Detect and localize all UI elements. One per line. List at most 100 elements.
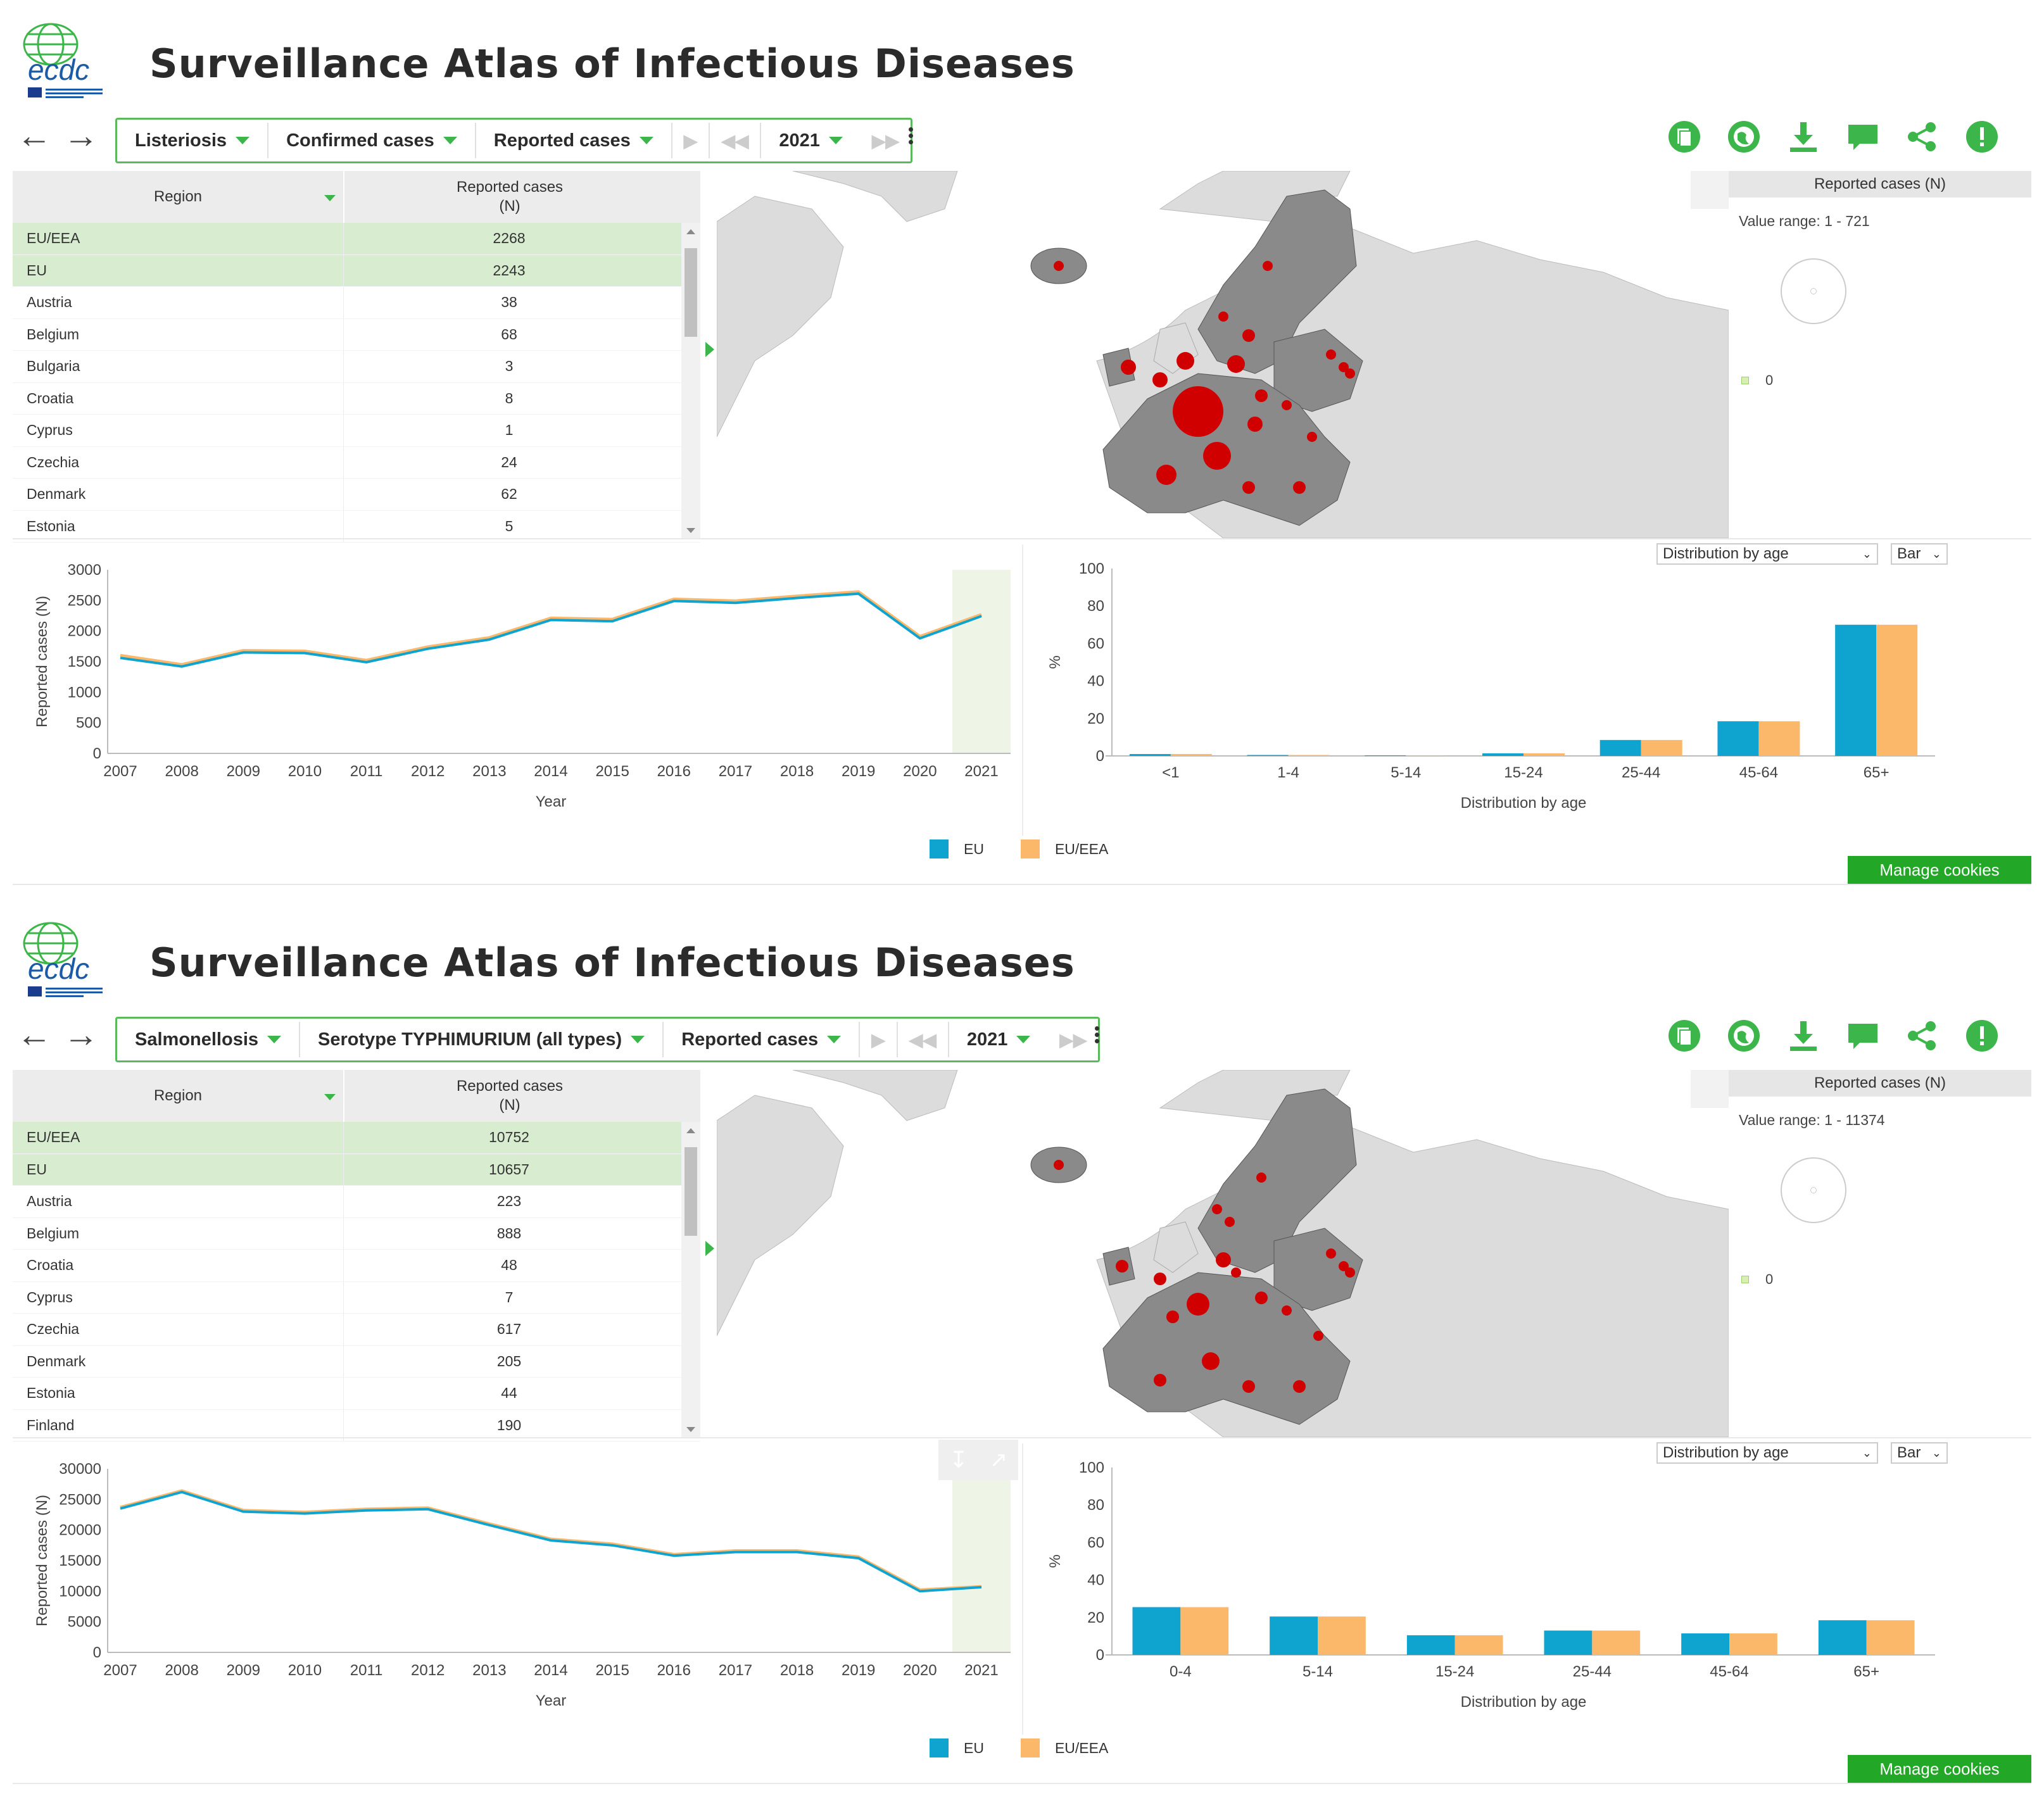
expand-icon[interactable]: ↗ [989, 1448, 1008, 1472]
case-bubble[interactable] [1242, 481, 1255, 494]
expand-right-icon[interactable] [705, 1241, 714, 1256]
share-icon[interactable] [1905, 119, 1940, 154]
case-bubble[interactable] [1326, 1248, 1336, 1259]
value-column-header[interactable]: Reported cases (N) [343, 1070, 675, 1122]
sort-caret-icon[interactable] [324, 1094, 336, 1100]
eueea-bar[interactable] [1170, 754, 1212, 756]
eueea-series-line[interactable] [120, 590, 982, 667]
region-column-header[interactable]: Region [13, 1070, 343, 1122]
case-bubble[interactable] [1263, 261, 1273, 271]
map-canvas[interactable] [717, 171, 1729, 538]
case-bubble[interactable] [1231, 1267, 1241, 1278]
indicator-dropdown[interactable]: Confirmed cases [268, 123, 476, 158]
eueea-legend-label[interactable]: EU/EEA [1054, 840, 1109, 857]
scroll-up-icon[interactable] [686, 229, 695, 234]
eu-series-line[interactable] [120, 592, 982, 668]
eueea-bar[interactable] [1406, 755, 1448, 757]
case-bubble[interactable] [1156, 465, 1177, 485]
case-bubble[interactable] [1173, 386, 1223, 437]
eueea-bar[interactable] [1729, 1633, 1777, 1655]
case-bubble[interactable] [1242, 329, 1255, 342]
case-bubble[interactable] [1121, 360, 1136, 375]
case-bubble[interactable] [1282, 400, 1292, 410]
eu-bar[interactable] [1406, 1635, 1455, 1655]
eu-bar[interactable] [1129, 754, 1171, 756]
age-bar-chart[interactable]: 0 20 40 60 80 100% 0-4 5-14 15-24 25-44 45-64 65+ Di… [1036, 1443, 2031, 1735]
ecdc-logo[interactable]: ecdc [15, 914, 117, 1003]
play-icon[interactable]: ▶ [860, 1022, 898, 1057]
distribution-select[interactable]: Distribution by age ⌄ [1656, 1442, 1878, 1464]
forward-arrow-icon[interactable]: → [63, 115, 99, 155]
table-scrollbar[interactable] [681, 223, 700, 538]
chart-type-select[interactable]: Bar ⌄ [1891, 543, 1948, 565]
eu-bar[interactable] [1132, 1607, 1181, 1655]
age-bar-chart[interactable]: 0 20 40 60 80 100% <1 1-4 5-14 15-24 25-44 45-64 65+… [1036, 544, 2031, 836]
table-row[interactable]: Cyprus 7 [13, 1281, 700, 1314]
eu-bar[interactable] [1681, 1633, 1729, 1655]
europe-map[interactable] [717, 171, 1729, 538]
eu-swatch[interactable] [930, 1738, 949, 1757]
case-bubble[interactable] [1154, 1374, 1166, 1386]
table-row[interactable]: Denmark 205 [13, 1345, 700, 1378]
rewind-icon[interactable]: ◀◀ [898, 1022, 949, 1057]
table-row[interactable]: EU/EEA 10752 [13, 1122, 700, 1154]
case-bubble[interactable] [1152, 372, 1168, 387]
case-bubble[interactable] [1054, 1160, 1064, 1170]
case-bubble[interactable] [1255, 389, 1268, 402]
manage-cookies-button[interactable]: Manage cookies [1848, 856, 2031, 884]
case-bubble[interactable] [1345, 368, 1355, 379]
back-arrow-icon[interactable]: ← [16, 115, 52, 155]
year-dropdown[interactable]: 2021 [761, 123, 861, 158]
eueea-bar[interactable] [1641, 739, 1682, 756]
more-options-icon[interactable] [907, 125, 914, 151]
case-bubble[interactable] [1116, 1260, 1128, 1273]
case-bubble[interactable] [1339, 362, 1349, 372]
table-row[interactable]: EU/EEA 2268 [13, 223, 700, 255]
eueea-bar[interactable] [1524, 753, 1565, 756]
table-row[interactable]: Czechia 24 [13, 446, 700, 479]
comment-icon[interactable] [1845, 119, 1881, 154]
table-row[interactable]: Estonia 44 [13, 1378, 700, 1410]
table-row[interactable]: Austria 38 [13, 287, 700, 319]
fast-forward-icon[interactable]: ▶▶ [871, 130, 899, 151]
ecdc-logo[interactable]: ecdc [15, 15, 117, 104]
case-bubble[interactable] [1293, 1380, 1306, 1393]
table-row[interactable]: Estonia 5 [13, 510, 700, 543]
table-scrollbar[interactable] [681, 1122, 700, 1437]
eu-bar[interactable] [1544, 1630, 1593, 1655]
expand-icon[interactable] [1691, 1070, 1729, 1108]
chart-type-select[interactable]: Bar ⌄ [1891, 1442, 1948, 1464]
disease-dropdown[interactable]: Listeriosis [117, 123, 269, 158]
download-icon[interactable] [1786, 119, 1821, 154]
eu-series-line[interactable] [120, 1490, 982, 1593]
map-canvas[interactable] [717, 1070, 1729, 1437]
scroll-thumb[interactable] [684, 1147, 697, 1236]
globe-icon[interactable] [1726, 1018, 1762, 1053]
case-bubble[interactable] [1227, 355, 1245, 373]
eueea-bar[interactable] [1180, 1607, 1229, 1655]
case-bubble[interactable] [1177, 352, 1194, 370]
value-column-header[interactable]: Reported cases (N) [343, 171, 675, 223]
trend-line-chart[interactable]: 0 5000 10000 15000 20000 25000 30000 2007 2008 20… [13, 1456, 1019, 1735]
scroll-thumb[interactable] [684, 248, 697, 337]
globe-icon[interactable] [1726, 119, 1762, 154]
case-bubble[interactable] [1225, 1217, 1235, 1227]
case-bubble[interactable] [1202, 1352, 1220, 1370]
panel-toggle[interactable] [703, 1070, 717, 1437]
eueea-swatch[interactable] [1020, 839, 1040, 858]
year-dropdown[interactable]: 2021 [949, 1022, 1049, 1057]
eu-swatch[interactable] [930, 839, 949, 858]
case-bubble[interactable] [1339, 1261, 1349, 1271]
eueea-bar[interactable] [1454, 1635, 1503, 1655]
case-bubble[interactable] [1247, 417, 1263, 432]
report-icon[interactable] [1667, 1018, 1702, 1053]
eueea-bar[interactable] [1758, 721, 1800, 756]
table-row[interactable]: Belgium 68 [13, 318, 700, 351]
eu-bar[interactable] [1247, 755, 1289, 756]
fast-forward-icon[interactable]: ▶▶ [1059, 1029, 1087, 1050]
measure-dropdown[interactable]: Reported cases [476, 123, 672, 158]
eueea-bar[interactable] [1866, 1620, 1915, 1655]
report-icon[interactable] [1667, 119, 1702, 154]
eu-bar[interactable] [1365, 755, 1406, 757]
case-bubble[interactable] [1307, 432, 1317, 442]
